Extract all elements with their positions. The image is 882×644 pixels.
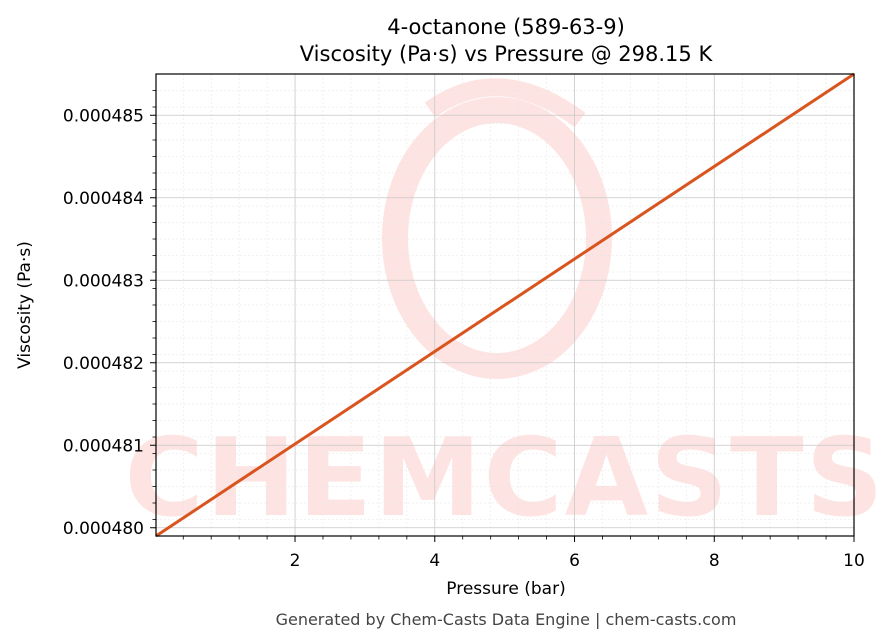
series-layer [155,72,855,538]
major-grid [156,74,855,536]
y-tick-label: 0.000484 [63,189,144,209]
watermark-text: CHEMCASTS [125,416,882,541]
x-tick-label: 8 [709,551,720,571]
y-tick-label: 0.000482 [63,354,144,374]
y-tick-label: 0.000480 [63,519,144,539]
x-tick-label: 10 [843,551,865,571]
minor-grid [156,74,854,536]
chart-title: 4-octanone (589-63-9) [387,15,625,39]
y-tick-label: 0.000483 [63,271,144,291]
x-tick-label: 6 [569,551,580,571]
y-tick-label: 0.000481 [63,436,144,456]
x-axis: 2 4 6 8 10 [182,536,865,571]
series-line [155,72,855,538]
y-axis-label: Viscosity (Pa·s) [15,241,35,369]
y-tick-label: 0.000485 [63,106,144,126]
y-axis: 0.000480 0.000481 0.000482 0.000483 0.000484… [63,90,156,539]
watermark-logo [382,78,612,379]
footer-credit: Generated by Chem-Casts Data Engine | ch… [276,610,737,629]
x-axis-label: Pressure (bar) [446,579,565,599]
chart-subtitle: Viscosity (Pa·s) vs Pressure @ 298.15 K [300,42,714,66]
x-tick-label: 2 [290,551,301,571]
x-tick-label: 4 [429,551,440,571]
